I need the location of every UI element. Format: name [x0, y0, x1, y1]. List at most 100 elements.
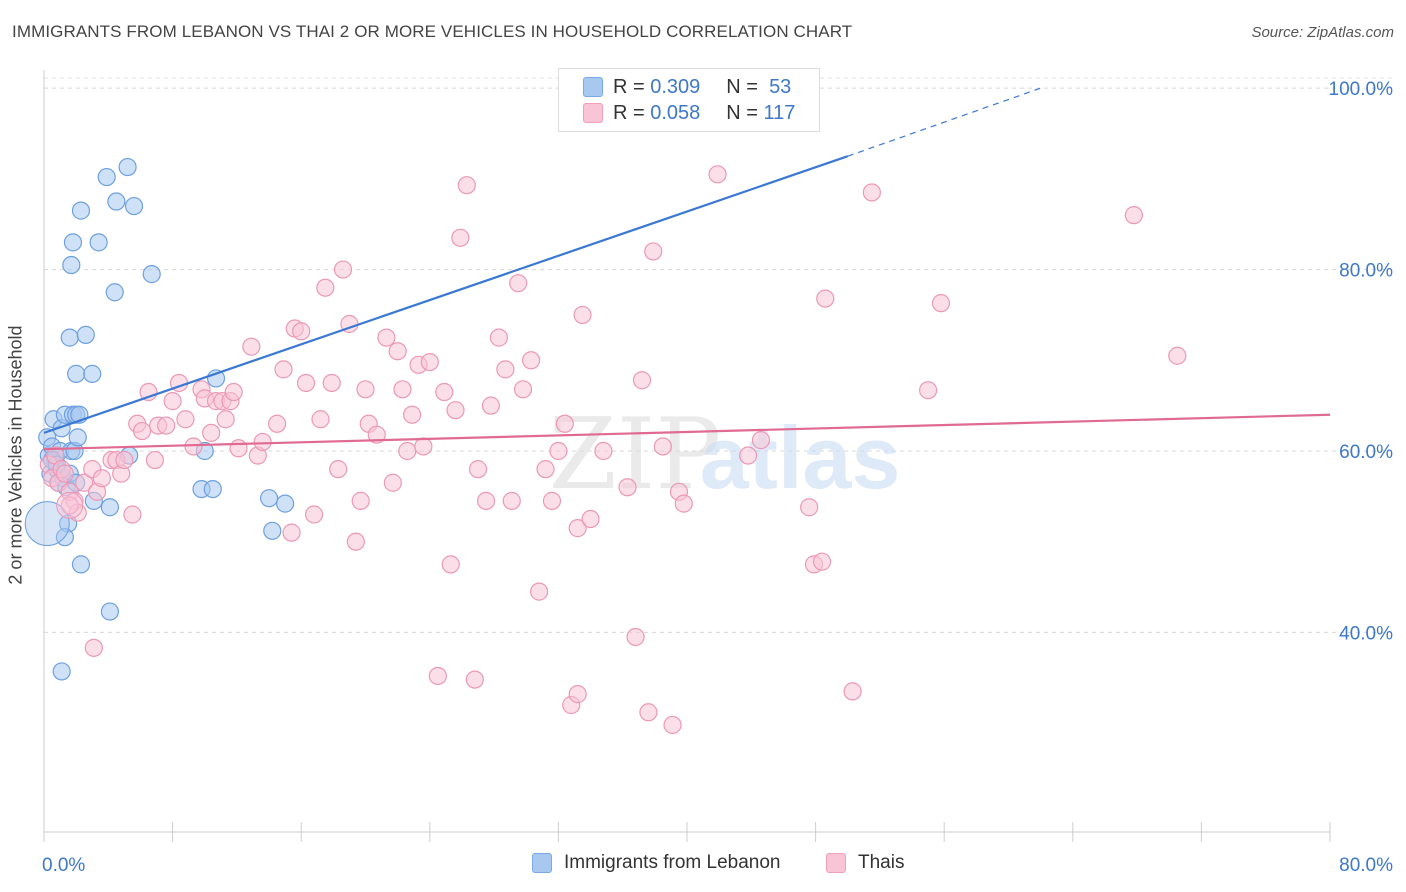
data-point — [489, 328, 509, 347]
y-tick-label: 40.0% — [1339, 623, 1393, 644]
data-point — [55, 464, 74, 483]
data-point — [738, 446, 758, 465]
data-point — [465, 670, 484, 689]
bottom-legend-swatch-lebanon — [532, 853, 552, 873]
data-point — [84, 638, 103, 657]
data-point — [581, 509, 600, 529]
legend-n-label: N = — [726, 101, 758, 124]
data-point — [420, 353, 439, 372]
trend-line-lebanon — [43, 155, 849, 434]
trend-line-thais — [43, 413, 1331, 451]
y-tick-label: 80.0% — [1339, 261, 1393, 282]
data-point — [644, 242, 663, 261]
data-point — [481, 396, 500, 415]
legend-n-value-lebanon: 53 — [769, 75, 792, 98]
data-point — [62, 255, 81, 275]
data-point — [919, 381, 938, 400]
data-point — [812, 552, 832, 571]
data-point — [224, 382, 243, 402]
gridlines — [44, 77, 1395, 633]
data-point — [253, 432, 272, 452]
data-point — [115, 450, 134, 470]
data-point — [403, 405, 422, 424]
legend-r-label: R = — [613, 101, 645, 124]
data-point — [435, 382, 454, 402]
data-point — [542, 491, 562, 510]
data-point — [329, 460, 348, 479]
data-point — [555, 414, 574, 433]
x-tick-label: 80.0% — [1339, 855, 1393, 876]
bottom-legend-label-thais: Thais — [858, 852, 905, 873]
legend-n-value-thais: 117 — [763, 101, 796, 124]
legend-swatch-lebanon — [583, 77, 603, 97]
data-point — [441, 555, 460, 574]
legend-r-value-thais: 0.058 — [650, 101, 701, 124]
data-point — [346, 532, 365, 551]
data-point — [428, 666, 447, 686]
data-point — [75, 473, 94, 492]
tick-labels: 40.0% 60.0% 80.0% 100.0% 0.0% 80.0% — [42, 79, 1393, 876]
data-point — [653, 437, 672, 456]
data-point — [60, 496, 79, 515]
legend-r-label: R = — [613, 75, 645, 98]
data-point — [67, 364, 86, 383]
chart-title: IMMIGRANTS FROM LEBANON VS THAI 2 OR MOR… — [12, 22, 853, 41]
data-point — [414, 437, 433, 456]
bottom-legend-lebanon[interactable]: Immigrants from Lebanon — [532, 852, 781, 874]
data-point — [71, 201, 91, 220]
data-point — [296, 373, 316, 393]
data-point-cluster — [24, 501, 70, 547]
data-point — [1168, 346, 1187, 365]
data-point — [274, 360, 293, 379]
watermark: ZIP atlas — [549, 398, 901, 512]
data-point — [367, 425, 386, 444]
data-point — [1124, 206, 1143, 225]
data-point — [97, 167, 116, 187]
data-point — [176, 410, 195, 429]
data-point — [276, 494, 295, 513]
watermark-zip: ZIP — [549, 398, 722, 512]
data-point — [751, 431, 771, 450]
data-point — [100, 602, 120, 621]
data-point — [800, 498, 819, 517]
data-point — [123, 505, 142, 524]
data-point — [267, 414, 287, 433]
data-point — [356, 380, 375, 399]
data-point — [163, 392, 182, 411]
data-point — [63, 233, 83, 252]
data-point — [304, 505, 324, 524]
data-point — [107, 192, 126, 211]
data-point — [496, 360, 515, 379]
data-point — [132, 421, 152, 441]
data-point — [530, 582, 549, 601]
trend-line-lebanon-extension — [847, 87, 1041, 157]
data-point — [862, 183, 881, 202]
data-point — [100, 498, 120, 517]
data-point — [322, 373, 341, 393]
data-point — [549, 441, 568, 461]
y-axis-label: 2 or more Vehicles in Household — [5, 325, 26, 585]
data-point — [316, 278, 335, 297]
data-point — [89, 233, 108, 252]
data-point — [509, 274, 528, 293]
trend-lines — [43, 87, 1331, 451]
data-point — [242, 337, 261, 356]
data-point — [76, 325, 95, 344]
y-axis-label-wrap: 2 or more Vehicles in Household — [6, 325, 27, 584]
data-point — [124, 196, 144, 216]
y-tick-label: 60.0% — [1339, 442, 1393, 463]
data-point — [674, 494, 693, 513]
data-point — [388, 342, 407, 361]
bottom-legend-thais[interactable]: Thais — [826, 852, 904, 874]
legend-n-label: N = — [726, 75, 758, 98]
data-point — [60, 328, 79, 347]
series-thais-points — [39, 165, 1187, 735]
data-point — [203, 480, 222, 499]
data-point — [626, 627, 645, 647]
legend-row-thais: R = 0.058 N = 117 — [583, 101, 795, 125]
data-point — [263, 521, 282, 540]
bottom-legend-swatch-thais — [826, 853, 846, 873]
data-point — [663, 715, 682, 735]
source-label: Source: ZipAtlas.com — [1251, 24, 1394, 41]
